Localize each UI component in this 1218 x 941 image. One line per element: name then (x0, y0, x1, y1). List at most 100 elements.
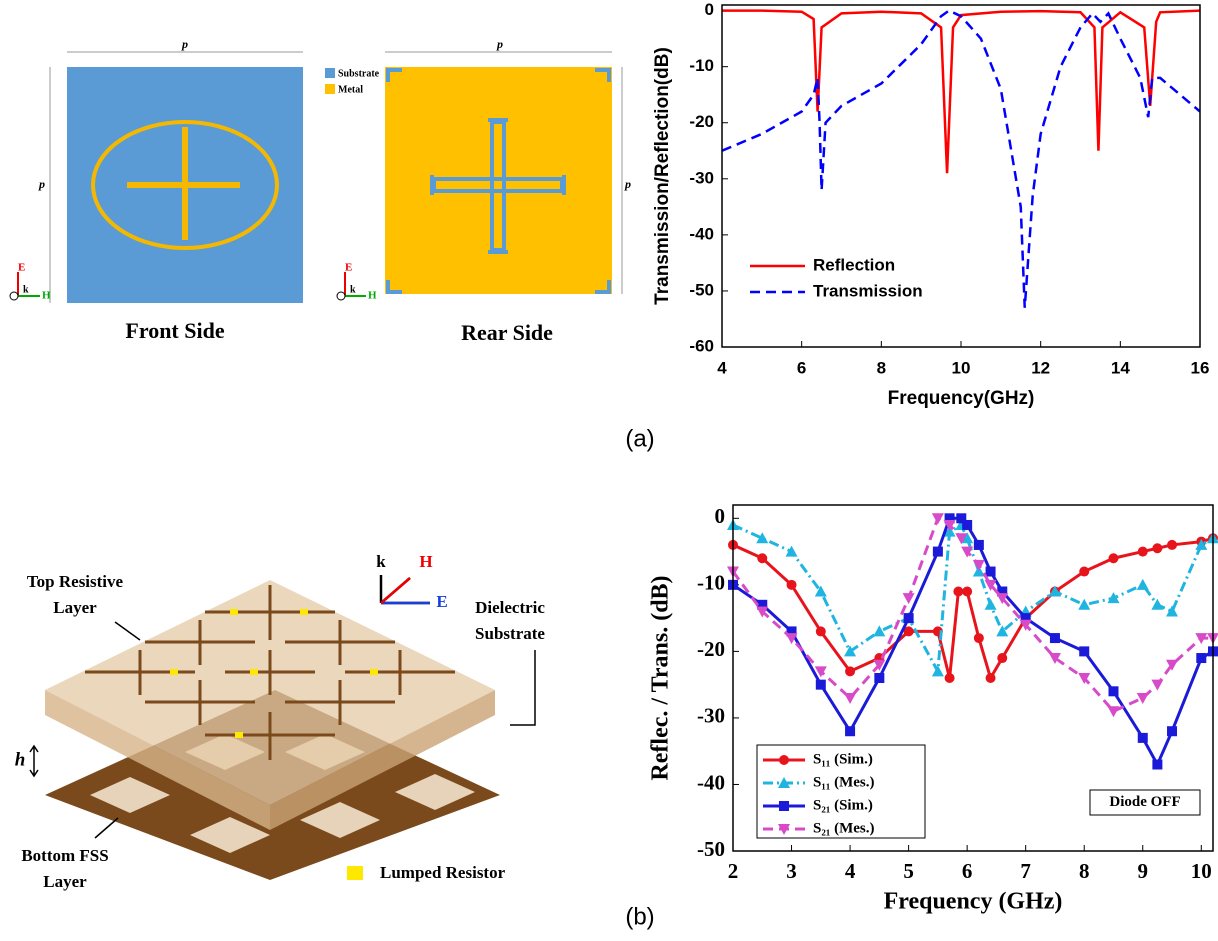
marker (903, 626, 914, 637)
legend-label: S₂₁ (Mes.) (813, 820, 874, 836)
marker (1019, 619, 1032, 631)
marker (844, 645, 857, 657)
caption: (b) (625, 903, 654, 930)
marker (873, 625, 886, 637)
marker (785, 545, 798, 557)
marker (814, 585, 827, 597)
y-tick-label: -20 (697, 637, 725, 661)
annotation-box (1089, 789, 1201, 816)
x-axis-label: Frequency (GHz) (884, 889, 1063, 915)
marker (1107, 706, 1120, 718)
marker (786, 626, 797, 637)
annotation: Diode OFF (1109, 794, 1180, 810)
marker (756, 532, 769, 544)
marker (1137, 546, 1148, 557)
marker (1048, 585, 1061, 597)
axis-label: k (350, 284, 356, 295)
x-tick-label: 8 (877, 358, 886, 377)
plot-frame (732, 504, 1214, 852)
marker (996, 625, 1009, 637)
series-line (722, 9, 1200, 308)
dim-label: p (181, 37, 188, 51)
h-arrow (380, 577, 411, 604)
x-tick-label: 10 (952, 358, 971, 377)
marker (1136, 578, 1149, 590)
y-axis-label: Transmission/Reflection(dB) (652, 47, 673, 305)
rear-side-diagram: Substrate Metal p p Rear Side E k H (325, 37, 631, 345)
x-tick-label: 14 (1111, 358, 1130, 377)
dim-label: p (38, 177, 45, 191)
marker (757, 553, 768, 564)
series-line (733, 522, 1213, 677)
marker (844, 692, 857, 704)
axis-label: H (42, 290, 51, 302)
marker (1137, 732, 1148, 743)
dim-label: p (496, 37, 503, 51)
marker (1196, 653, 1207, 664)
legend-label: S₁₁ (Mes.) (813, 774, 874, 790)
marker (972, 565, 985, 577)
marker (984, 598, 997, 610)
marker (1049, 633, 1060, 644)
marker (1048, 653, 1061, 665)
series-line (722, 9, 1200, 174)
x-tick-label: 3 (786, 859, 797, 883)
marker (814, 666, 827, 678)
resistors (170, 609, 378, 738)
y-tick-label: -60 (689, 336, 714, 355)
cross-h (127, 182, 240, 188)
marker (1167, 726, 1178, 737)
marker (944, 513, 955, 524)
marker (956, 513, 967, 524)
x-tick-label: 5 (903, 859, 914, 883)
axis-label: E (345, 262, 352, 274)
marker (1152, 759, 1163, 770)
chart: 0 -10 -20 -30 -40 -50 -604 6 8 10 12 14 16 Frequency(… (652, 0, 1209, 409)
axis-k-symbol (336, 291, 346, 301)
y-tick-label: -30 (689, 168, 714, 187)
x-tick-label: 4 (717, 358, 727, 377)
y-tick-label: -10 (689, 56, 714, 75)
chart: 0 -10 -20 -30 -40 -502 3 4 5 6 7 8 9 10 Frequency (GHz… (648, 504, 1218, 915)
substrate-label: Substrate (475, 624, 545, 643)
resistive-crosses (85, 585, 455, 760)
marker (845, 726, 856, 737)
marker (779, 755, 789, 765)
marker (757, 599, 768, 610)
marker (815, 679, 826, 690)
marker (943, 525, 956, 537)
marker (1151, 679, 1164, 691)
substrate-label: Dielectric (475, 598, 545, 617)
marker (944, 673, 955, 683)
marker (997, 653, 1008, 664)
axis-label: H (368, 290, 377, 302)
marker (1167, 539, 1178, 550)
y-tick-label: -30 (697, 704, 725, 728)
bottom-layer-label: Layer (43, 872, 87, 891)
x-tick-label: 6 (962, 859, 973, 883)
front-label: Front Side (125, 318, 224, 343)
y-tick-label: -10 (697, 571, 725, 595)
x-tick-label: 12 (1031, 358, 1050, 377)
y-tick-label: -40 (689, 224, 714, 243)
marker (756, 606, 769, 618)
marker (1136, 692, 1149, 704)
marker (985, 673, 996, 683)
marker (1152, 543, 1163, 554)
x-tick-label: 8 (1079, 859, 1090, 883)
y-tick-label: -50 (689, 280, 714, 299)
axis-label: H (419, 552, 432, 571)
resistor-swatch (347, 866, 363, 880)
marker (778, 824, 790, 835)
x-tick-label: 4 (845, 859, 856, 883)
marker (1108, 553, 1119, 564)
marker (1020, 613, 1031, 624)
rear-label: Rear Side (461, 320, 553, 345)
marker (984, 579, 997, 591)
substrate-side (270, 690, 495, 830)
y-tick-label: 0 (715, 504, 726, 528)
marker (873, 659, 886, 671)
top-layer-label: Top Resistive (27, 572, 124, 591)
legend-swatch (325, 68, 335, 78)
bottom-layer-label: Bottom FSS (21, 846, 108, 865)
